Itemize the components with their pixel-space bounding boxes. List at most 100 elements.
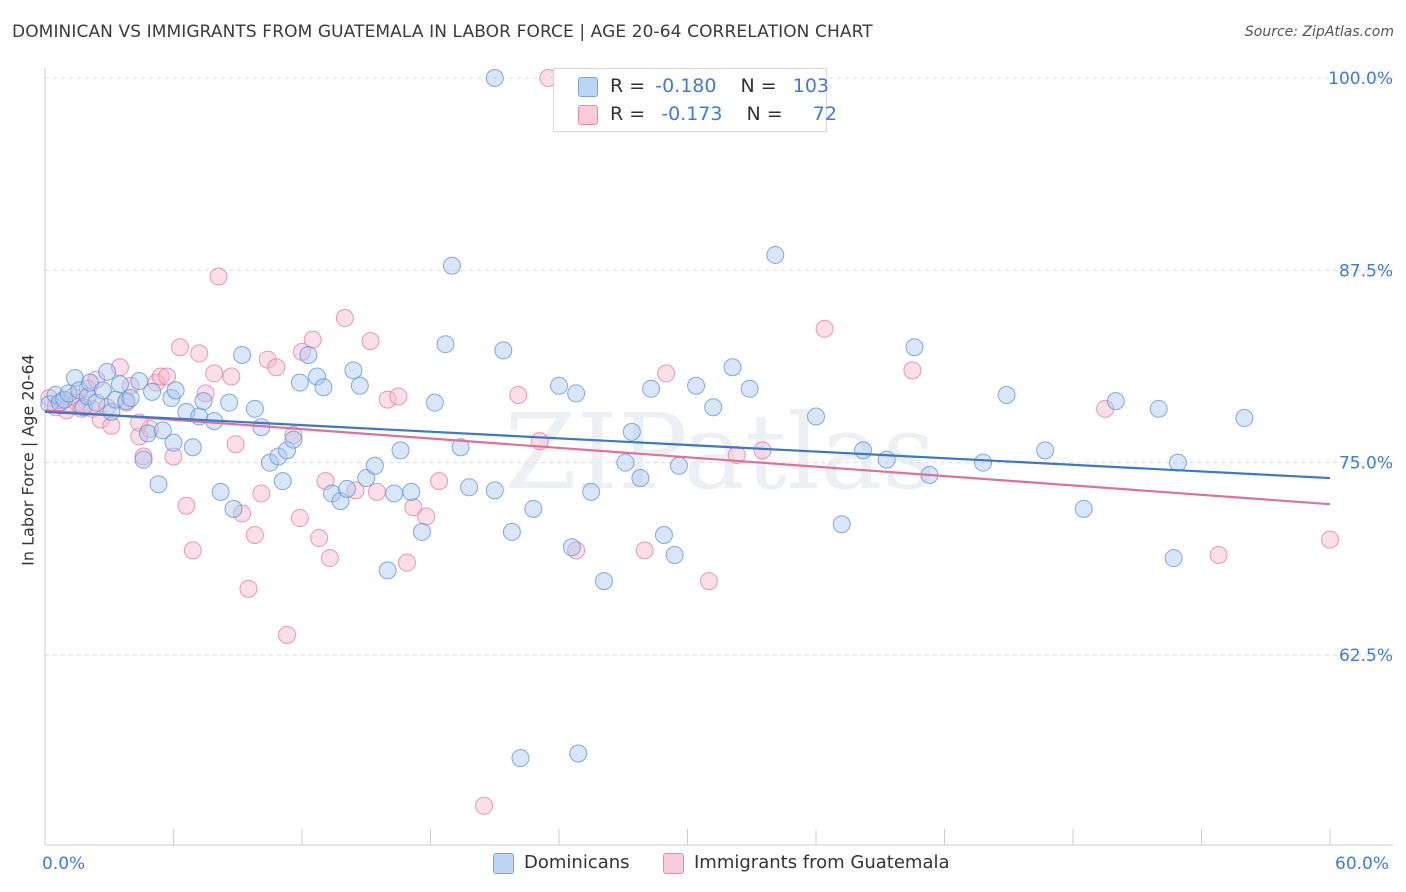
- data-point: [460, 478, 479, 497]
- data-point: [1074, 499, 1093, 518]
- trend-line: [44, 410, 1331, 480]
- data-point: [320, 549, 339, 568]
- data-point: [502, 522, 521, 541]
- data-point: [245, 399, 264, 418]
- legend-label: Immigrants from Guatemala: [694, 852, 950, 873]
- data-point: [233, 345, 252, 364]
- data-point: [475, 796, 494, 815]
- dominicans-swatch: [493, 852, 514, 874]
- data-point: [642, 379, 661, 398]
- data-point: [594, 572, 613, 591]
- data-point: [740, 379, 759, 398]
- data-point: [622, 422, 641, 441]
- data-point: [616, 453, 635, 472]
- data-point: [378, 390, 397, 409]
- data-point: [290, 509, 309, 528]
- data-point: [582, 482, 601, 501]
- data-point: [903, 361, 922, 380]
- y-tick-label: 87.5%: [1339, 261, 1393, 281]
- data-point: [567, 384, 586, 403]
- data-point: [149, 475, 168, 494]
- data-point: [209, 267, 228, 286]
- data-point: [183, 438, 202, 457]
- data-point: [196, 384, 215, 403]
- data-point: [389, 387, 408, 406]
- data-point: [158, 367, 177, 386]
- data-point: [284, 425, 303, 444]
- data-point: [905, 338, 924, 357]
- data-point: [350, 376, 369, 395]
- data-point: [143, 382, 162, 401]
- data-point: [140, 419, 159, 438]
- data-point: [278, 625, 297, 644]
- legend-label: Dominicans: [524, 852, 630, 873]
- y-tick-labels: 62.5% 75.0% 87.5% 100.0%: [1328, 69, 1393, 666]
- chart-title: DOMINICAN VS IMMIGRANTS FROM GUATEMALA I…: [12, 22, 873, 42]
- data-point: [1036, 441, 1055, 460]
- data-point: [1168, 453, 1187, 472]
- data-point: [451, 438, 470, 457]
- y-tick-label: 100.0%: [1328, 69, 1393, 89]
- x-tick-min: 0.0%: [42, 854, 86, 874]
- data-point: [273, 472, 292, 491]
- data-point: [138, 424, 157, 443]
- data-point: [807, 407, 825, 426]
- data-point: [314, 378, 333, 397]
- data-point: [635, 541, 654, 560]
- data-point: [485, 481, 504, 500]
- data-point: [344, 361, 363, 380]
- data-point: [485, 69, 504, 87]
- data-point: [361, 332, 380, 351]
- data-point: [245, 525, 264, 544]
- data-point: [252, 484, 271, 503]
- data-point: [509, 385, 528, 404]
- y-axis-label: In Labor Force | Age 20-64: [18, 354, 38, 566]
- data-point: [110, 375, 129, 394]
- data-point: [224, 499, 243, 518]
- data-point: [177, 496, 196, 515]
- guatemala-swatch: [578, 104, 598, 125]
- stats-legend: R = -0.180 N = 103 R = -0.173 N = 72: [553, 68, 837, 132]
- dominicans-swatch: [578, 76, 598, 97]
- data-point: [134, 450, 153, 469]
- data-point: [222, 367, 241, 386]
- legend-item-dominicans: Dominicans: [493, 852, 630, 874]
- y-tick-label: 62.5%: [1339, 646, 1393, 666]
- legend-item-guatemala: Immigrants from Guatemala: [663, 852, 950, 874]
- data-point: [337, 479, 356, 498]
- data-point: [1209, 545, 1228, 564]
- guatemala-points: [40, 69, 1339, 815]
- r-label: R =: [610, 75, 646, 97]
- data-point: [699, 572, 718, 591]
- data-point: [417, 507, 436, 526]
- n-value: 72: [812, 103, 837, 125]
- data-point: [665, 545, 684, 564]
- data-point: [1096, 399, 1115, 418]
- x-tick-max: 60.0%: [1335, 854, 1390, 874]
- data-point: [1321, 530, 1339, 549]
- data-point: [385, 484, 404, 503]
- data-point: [284, 430, 303, 449]
- data-point: [299, 345, 318, 364]
- data-point: [997, 385, 1016, 404]
- n-value: 103: [792, 75, 830, 97]
- data-point: [166, 381, 185, 400]
- data-point: [402, 482, 421, 501]
- gridlines: [45, 77, 1393, 656]
- n-label: N =: [746, 103, 783, 125]
- data-point: [753, 441, 772, 460]
- data-point: [102, 416, 121, 435]
- data-point: [494, 341, 513, 360]
- data-point: [367, 482, 386, 501]
- data-point: [378, 561, 397, 580]
- data-point: [211, 482, 230, 501]
- data-point: [442, 256, 461, 275]
- data-point: [832, 515, 851, 534]
- r-value: -0.180: [655, 75, 717, 97]
- data-point: [669, 456, 688, 475]
- data-point: [190, 344, 209, 363]
- data-point: [93, 381, 112, 400]
- trend-lines: [44, 409, 1331, 506]
- data-point: [164, 433, 183, 452]
- data-point: [550, 376, 568, 395]
